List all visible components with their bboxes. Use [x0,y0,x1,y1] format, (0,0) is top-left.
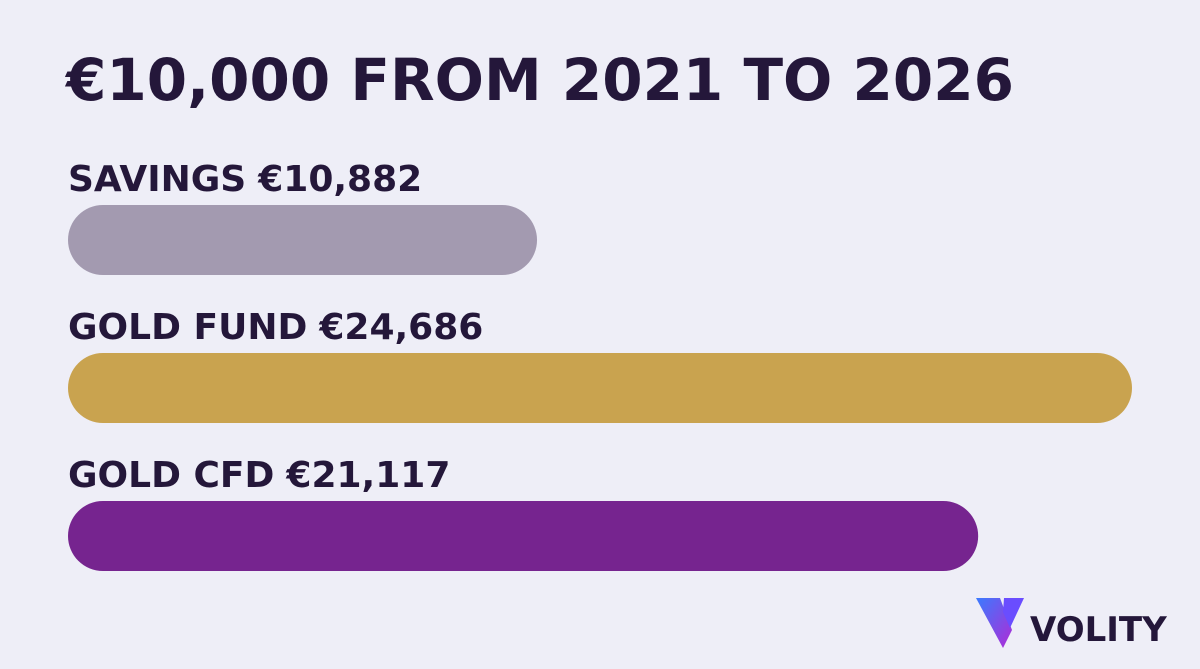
value-label: €21,117 [285,455,450,496]
bar [68,501,979,571]
category-label: SAVINGS [68,159,246,200]
logo-icon [976,598,1012,648]
chart-title: €10,000 FROM 2021 TO 2026 [64,46,1014,114]
bar-label: GOLD FUND €24,686 [68,307,483,348]
logo-icon [1003,598,1024,628]
value-label: €10,882 [257,159,422,200]
value-label: €24,686 [318,307,483,348]
bar [68,205,538,275]
bar-label: SAVINGS €10,882 [68,159,422,200]
category-label: GOLD CFD [68,455,274,496]
logo: VOLITY [976,598,1167,650]
bar-label: GOLD CFD €21,117 [68,455,450,496]
logo-text: VOLITY [1030,610,1167,650]
category-label: GOLD FUND [68,307,307,348]
bar [68,353,1132,423]
